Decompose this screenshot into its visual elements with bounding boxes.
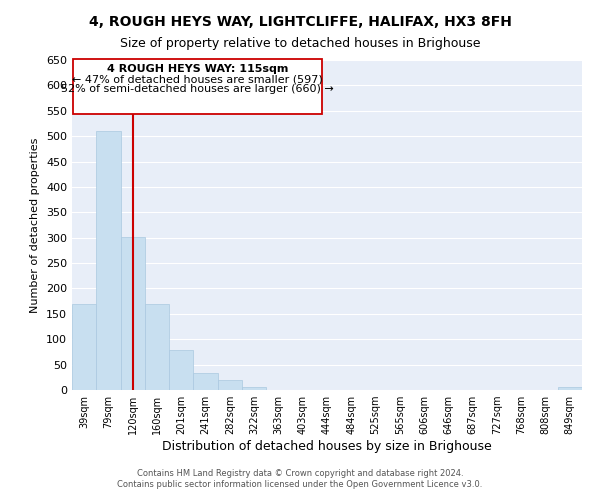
Bar — [121, 236, 145, 390]
Bar — [218, 380, 242, 390]
Bar — [558, 388, 582, 390]
Text: Contains HM Land Registry data © Crown copyright and database right 2024.: Contains HM Land Registry data © Crown c… — [137, 468, 463, 477]
Bar — [72, 304, 96, 390]
FancyBboxPatch shape — [73, 60, 322, 114]
X-axis label: Distribution of detached houses by size in Brighouse: Distribution of detached houses by size … — [162, 440, 492, 453]
Text: Contains public sector information licensed under the Open Government Licence v3: Contains public sector information licen… — [118, 480, 482, 489]
Text: 4 ROUGH HEYS WAY: 115sqm: 4 ROUGH HEYS WAY: 115sqm — [107, 64, 289, 74]
Bar — [145, 304, 169, 390]
Text: 4, ROUGH HEYS WAY, LIGHTCLIFFE, HALIFAX, HX3 8FH: 4, ROUGH HEYS WAY, LIGHTCLIFFE, HALIFAX,… — [89, 15, 511, 29]
Y-axis label: Number of detached properties: Number of detached properties — [31, 138, 40, 312]
Bar — [193, 373, 218, 390]
Text: 52% of semi-detached houses are larger (660) →: 52% of semi-detached houses are larger (… — [61, 84, 334, 94]
Text: ← 47% of detached houses are smaller (597): ← 47% of detached houses are smaller (59… — [73, 74, 323, 85]
Bar — [242, 388, 266, 390]
Bar — [96, 131, 121, 390]
Text: Size of property relative to detached houses in Brighouse: Size of property relative to detached ho… — [120, 38, 480, 51]
Bar — [169, 350, 193, 390]
